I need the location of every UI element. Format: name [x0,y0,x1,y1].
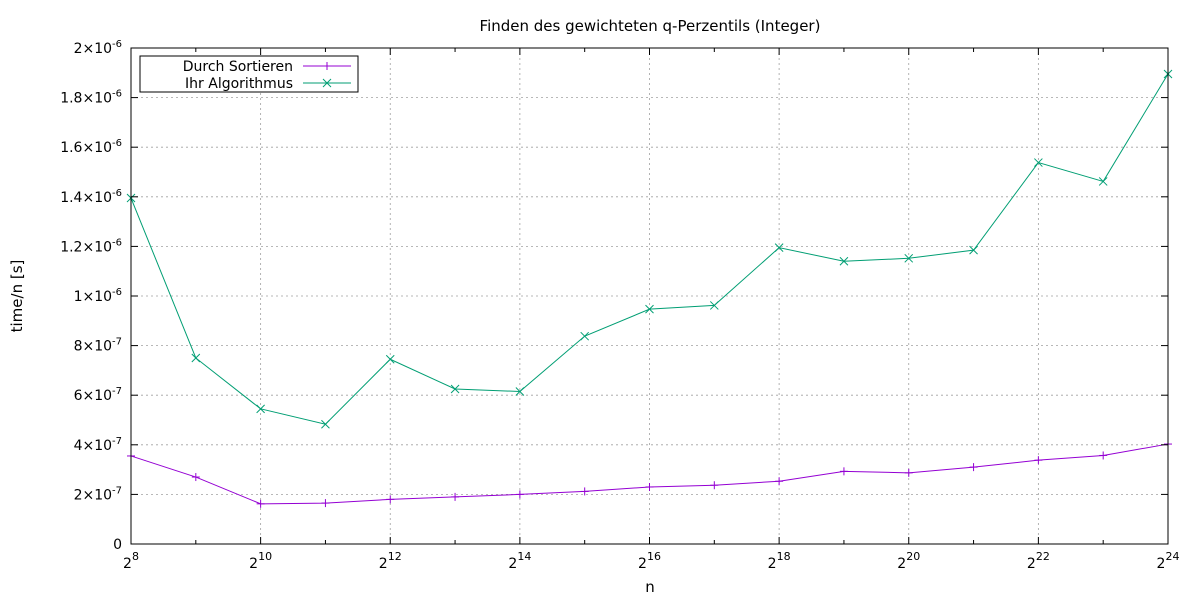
y-axis-label: time/n [s] [8,260,26,333]
data-point [450,384,460,394]
data-point [1034,158,1043,167]
data-point [515,387,525,396]
data-point [580,487,589,496]
series-layer [126,69,1173,508]
data-point [1098,177,1108,186]
y-tick-label: 1.4×10-6 [60,188,122,206]
x-tick-label: 220 [897,550,920,572]
data-point [774,243,784,252]
data-point [969,245,978,255]
data-point [386,495,395,504]
x-tick-label: 216 [638,550,661,572]
y-tick-label: 4×10-7 [74,436,122,454]
legend-entry-label: Ihr Algorithmus [185,76,293,92]
data-point [1099,451,1108,460]
x-tick-label: 224 [1157,550,1180,572]
data-point [839,467,848,476]
chart-title: Finden des gewichteten q-Perzentils (Int… [480,17,821,35]
data-point [256,404,265,414]
x-tick-label: 214 [508,550,531,572]
data-point [969,463,978,472]
data-point [321,499,330,508]
grid-lines [131,48,1168,544]
data-point [580,331,590,341]
legend-marker [322,78,332,88]
x-axis-label: n [645,578,655,596]
data-point [710,481,719,490]
data-point [321,419,330,429]
x-tick-label: 218 [768,550,791,572]
y-tick-label: 6×10-7 [74,386,122,404]
data-point [839,256,849,266]
data-point [1034,456,1043,465]
data-point [775,477,784,486]
legend-entry-label: Durch Sortieren [183,59,293,75]
x-tick-label: 222 [1027,550,1050,572]
y-tick-label: 0 [113,537,122,553]
y-tick-label: 2×10-6 [74,39,122,57]
data-point [709,301,719,310]
y-tick-label: 1.2×10-6 [60,237,122,255]
y-tick-label: 1×10-6 [74,287,122,305]
x-tick-label: 212 [379,550,402,572]
data-point [515,490,524,499]
data-point [451,492,460,501]
data-point [645,482,654,491]
data-point [191,353,201,363]
y-tick-label: 1.6×10-6 [60,138,122,156]
data-point [191,473,200,482]
data-point [256,499,265,508]
data-point [904,253,914,263]
y-tick-label: 8×10-7 [74,337,122,355]
y-tick-label: 1.8×10-6 [60,89,122,107]
x-tick-label: 28 [123,550,139,572]
tick-layer: 0 2×10-7 4×10-7 6×10-7 8×10-7 1×10-6 1.2×10-6 1… [60,39,1179,572]
legend-marker [323,62,331,70]
data-point [645,304,654,314]
legend-box [139,55,359,93]
data-point [385,354,395,364]
y-tick-label: 2×10-7 [74,485,122,503]
x-tick-label: 210 [249,550,272,572]
data-point [904,468,913,477]
